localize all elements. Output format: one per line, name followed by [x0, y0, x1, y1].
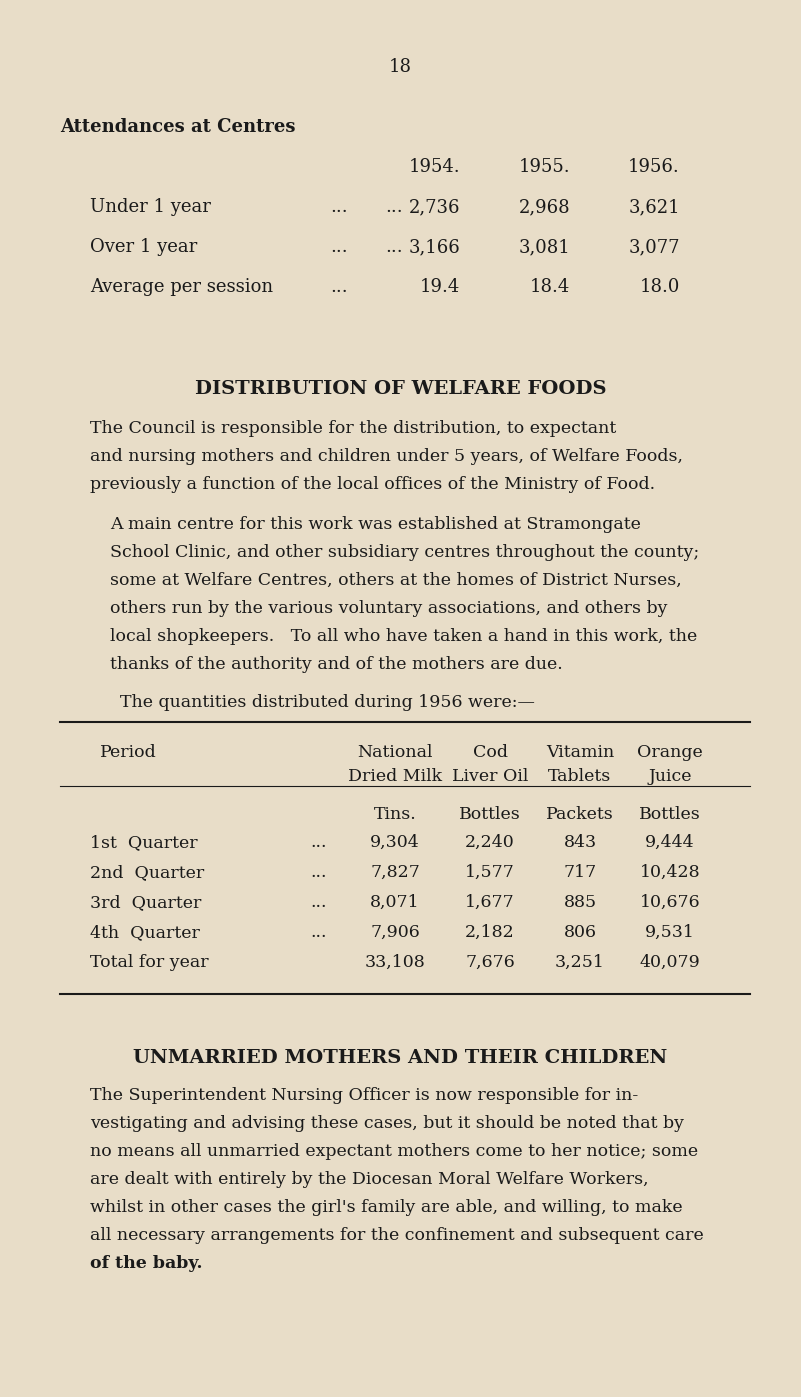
Text: 806: 806: [563, 923, 597, 942]
Text: 7,827: 7,827: [370, 863, 420, 882]
Text: Bottles: Bottles: [639, 806, 701, 823]
Text: 3,077: 3,077: [629, 237, 680, 256]
Text: Tins.: Tins.: [373, 806, 417, 823]
Text: Juice: Juice: [648, 768, 692, 785]
Text: Period: Period: [100, 745, 157, 761]
Text: and nursing mothers and children under 5 years, of Welfare Foods,: and nursing mothers and children under 5…: [90, 448, 683, 465]
Text: Packets: Packets: [546, 806, 614, 823]
Text: 10,676: 10,676: [640, 894, 700, 911]
Text: 4th  Quarter: 4th Quarter: [90, 923, 200, 942]
Text: 1956.: 1956.: [628, 158, 680, 176]
Text: Average per session: Average per session: [90, 278, 273, 296]
Text: Over 1 year: Over 1 year: [90, 237, 197, 256]
Text: others run by the various voluntary associations, and others by: others run by the various voluntary asso…: [110, 599, 667, 617]
Text: 18: 18: [389, 59, 412, 75]
Text: thanks of the authority and of the mothers are due.: thanks of the authority and of the mothe…: [110, 657, 563, 673]
Text: local shopkeepers.   To all who have taken a hand in this work, the: local shopkeepers. To all who have taken…: [110, 629, 697, 645]
Text: 18.0: 18.0: [640, 278, 680, 296]
Text: all necessary arrangements for the confinement and subsequent care: all necessary arrangements for the confi…: [90, 1227, 704, 1243]
Text: previously a function of the local offices of the Ministry of Food.: previously a function of the local offic…: [90, 476, 655, 493]
Text: 9,304: 9,304: [370, 834, 420, 851]
Text: 3rd  Quarter: 3rd Quarter: [90, 894, 201, 911]
Text: ...: ...: [310, 834, 327, 851]
Text: 10,428: 10,428: [640, 863, 700, 882]
Text: some at Welfare Centres, others at the homes of District Nurses,: some at Welfare Centres, others at the h…: [110, 571, 682, 590]
Text: National: National: [357, 745, 433, 761]
Text: The quantities distributed during 1956 were:—: The quantities distributed during 1956 w…: [120, 694, 535, 711]
Text: Vitamin: Vitamin: [545, 745, 614, 761]
Text: 19.4: 19.4: [420, 278, 460, 296]
Text: no means all unmarried expectant mothers come to her notice; some: no means all unmarried expectant mothers…: [90, 1143, 698, 1160]
Text: UNMARRIED MOTHERS AND THEIR CHILDREN: UNMARRIED MOTHERS AND THEIR CHILDREN: [134, 1049, 667, 1067]
Text: ...: ...: [310, 894, 327, 911]
Text: 3,166: 3,166: [409, 237, 460, 256]
Text: whilst in other cases the girl's family are able, and willing, to make: whilst in other cases the girl's family …: [90, 1199, 682, 1215]
Text: ...: ...: [330, 278, 348, 296]
Text: of the baby.: of the baby.: [90, 1255, 203, 1273]
Text: 1955.: 1955.: [518, 158, 570, 176]
Text: Liver Oil: Liver Oil: [452, 768, 528, 785]
Text: 3,251: 3,251: [555, 954, 605, 971]
Text: Dried Milk: Dried Milk: [348, 768, 442, 785]
Text: Cod: Cod: [473, 745, 508, 761]
Text: Attendances at Centres: Attendances at Centres: [60, 117, 296, 136]
Text: Total for year: Total for year: [90, 954, 208, 971]
Text: 1,677: 1,677: [465, 894, 515, 911]
Text: 885: 885: [563, 894, 597, 911]
Text: Tablets: Tablets: [549, 768, 612, 785]
Text: 843: 843: [563, 834, 597, 851]
Text: A main centre for this work was established at Stramongate: A main centre for this work was establis…: [110, 515, 641, 534]
Text: 18.4: 18.4: [529, 278, 570, 296]
Text: 8,071: 8,071: [370, 894, 420, 911]
Text: ...: ...: [385, 198, 403, 217]
Text: 3,621: 3,621: [628, 198, 680, 217]
Text: ...: ...: [385, 237, 403, 256]
Text: vestigating and advising these cases, but it should be noted that by: vestigating and advising these cases, bu…: [90, 1115, 684, 1132]
Text: 3,081: 3,081: [518, 237, 570, 256]
Text: School Clinic, and other subsidiary centres throughout the county;: School Clinic, and other subsidiary cent…: [110, 543, 699, 562]
Text: ...: ...: [330, 198, 348, 217]
Text: 40,079: 40,079: [640, 954, 700, 971]
Text: Orange: Orange: [637, 745, 702, 761]
Text: 7,676: 7,676: [465, 954, 515, 971]
Text: The Superintendent Nursing Officer is now responsible for in-: The Superintendent Nursing Officer is no…: [90, 1087, 638, 1104]
Text: The Council is responsible for the distribution, to expectant: The Council is responsible for the distr…: [90, 420, 616, 437]
Text: 1st  Quarter: 1st Quarter: [90, 834, 198, 851]
Text: 717: 717: [563, 863, 597, 882]
Text: Under 1 year: Under 1 year: [90, 198, 211, 217]
Text: ...: ...: [310, 863, 327, 882]
Text: Bottles: Bottles: [459, 806, 521, 823]
Text: 1954.: 1954.: [409, 158, 460, 176]
Text: 9,444: 9,444: [645, 834, 694, 851]
Text: are dealt with entirely by the Diocesan Moral Welfare Workers,: are dealt with entirely by the Diocesan …: [90, 1171, 649, 1187]
Text: 33,108: 33,108: [364, 954, 425, 971]
Text: 2nd  Quarter: 2nd Quarter: [90, 863, 204, 882]
Text: 9,531: 9,531: [645, 923, 695, 942]
Text: ...: ...: [310, 923, 327, 942]
Text: 2,182: 2,182: [465, 923, 515, 942]
Text: DISTRIBUTION OF WELFARE FOODS: DISTRIBUTION OF WELFARE FOODS: [195, 380, 606, 398]
Text: 7,906: 7,906: [370, 923, 420, 942]
Text: 2,736: 2,736: [409, 198, 460, 217]
Text: 2,240: 2,240: [465, 834, 515, 851]
Text: 2,968: 2,968: [518, 198, 570, 217]
Text: ...: ...: [330, 237, 348, 256]
Text: 1,577: 1,577: [465, 863, 515, 882]
